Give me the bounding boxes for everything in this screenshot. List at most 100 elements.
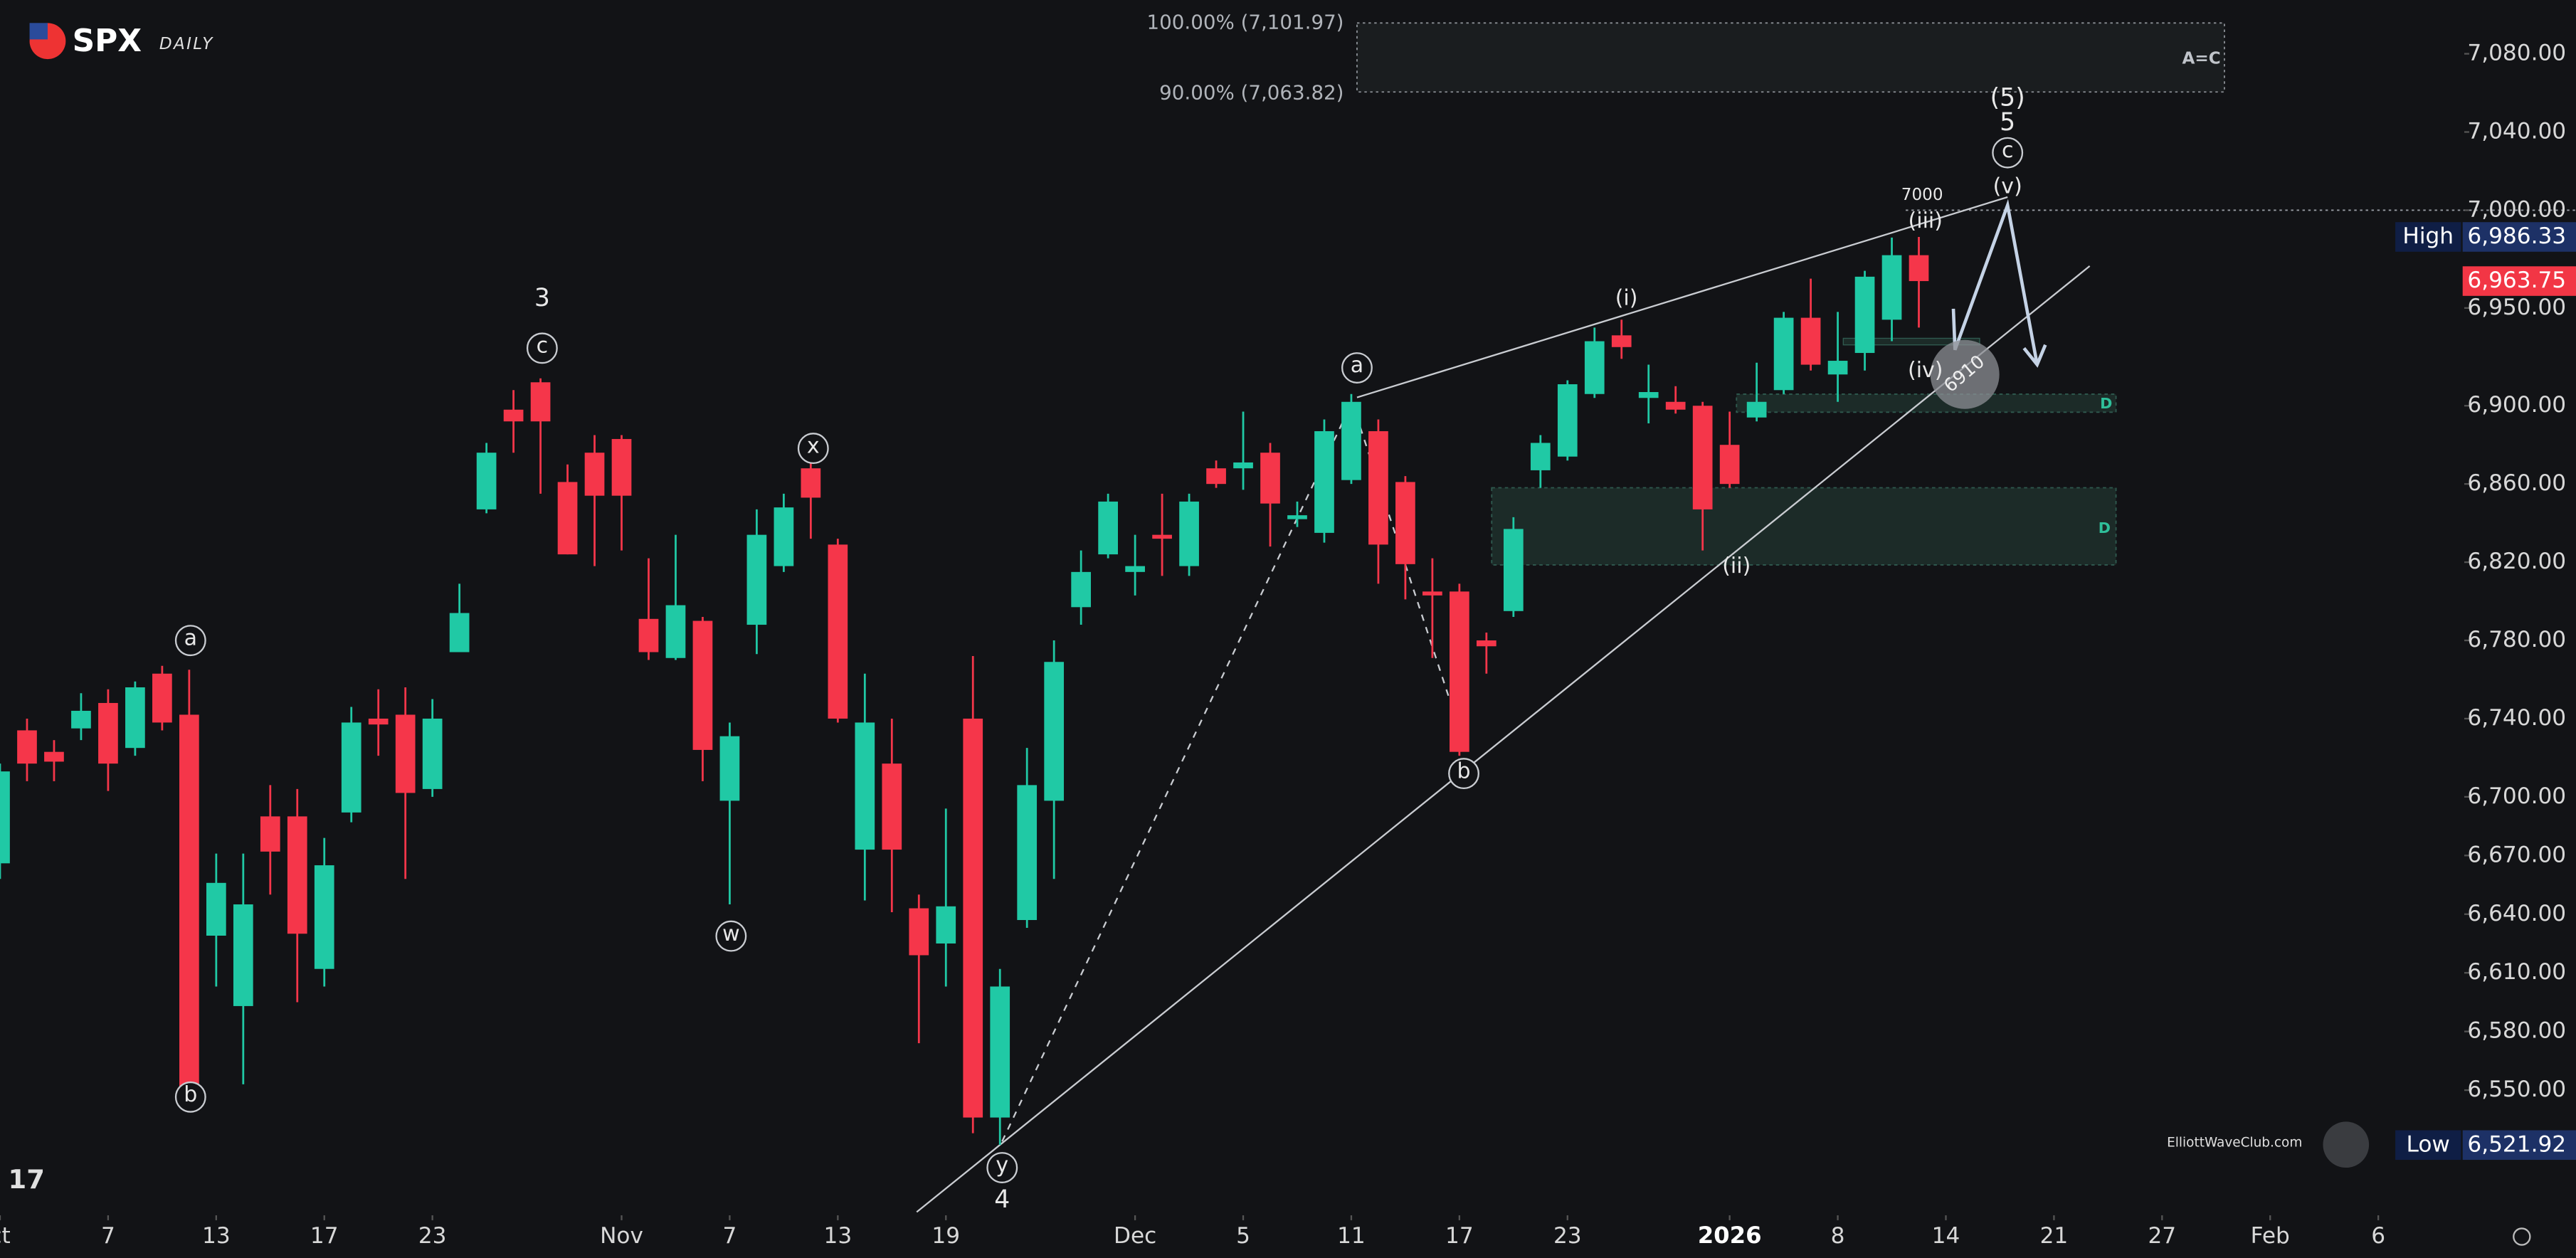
fib-label: 100.00% (7,101.97): [1147, 10, 1344, 33]
candle-body: [1422, 591, 1442, 596]
wave-label: 3: [534, 284, 550, 312]
y-tick-label: 7,000.00: [2467, 196, 2566, 222]
wave-line: [1001, 401, 1353, 1142]
wave-label: a: [184, 625, 197, 650]
arrow-head: [2022, 344, 2047, 368]
candle-body: [1125, 566, 1145, 572]
y-tick-label: 7,080.00: [2467, 41, 2566, 66]
watermark: ElliottWaveClub.com: [2167, 1135, 2302, 1150]
wave-circle: [715, 920, 747, 952]
wave-label: (v): [1993, 174, 2022, 199]
price-label-box: [2462, 1130, 2576, 1161]
fib-label: 90.00% (7,063.82): [1159, 81, 1344, 105]
candle-body: [368, 718, 389, 725]
y-tick-label: 6,670.00: [2467, 842, 2566, 867]
candle-body: [1665, 401, 1686, 410]
candle-body: [1233, 462, 1253, 469]
wave-circle: [1992, 137, 2024, 169]
candle-body: [557, 482, 578, 555]
price-label-value: 6,521.92: [2467, 1131, 2566, 1157]
candle-body: [1044, 662, 1065, 801]
x-tick-label: 7: [101, 1223, 115, 1249]
x-tick-label: 2026: [1698, 1222, 1762, 1249]
candle-body: [1260, 453, 1280, 504]
wave-label: c: [2002, 138, 2014, 163]
x-tick-label: 8: [1831, 1223, 1845, 1249]
wave-circle: [797, 433, 829, 465]
wave-circle: [1341, 352, 1373, 384]
candle-body: [1909, 255, 1929, 282]
candle-body: [1314, 430, 1334, 533]
candle-body: [1152, 534, 1172, 539]
candle-body: [1719, 445, 1740, 485]
candle-body: [638, 618, 659, 652]
zone: [1842, 337, 1980, 346]
demand-zone: [1491, 487, 2117, 566]
price-label-tag: [2395, 222, 2461, 252]
candle-body: [449, 613, 470, 652]
candle-body: [963, 718, 983, 1118]
wave-label: 4: [994, 1185, 1010, 1214]
candle-body: [17, 730, 37, 764]
wave-label: a: [1351, 353, 1363, 378]
candles: [0, 236, 1929, 1146]
candle-body: [314, 865, 334, 969]
candle-body: [98, 702, 118, 764]
candle-body: [936, 906, 956, 944]
x-tick-label: Nov: [600, 1223, 643, 1249]
candle-body: [1071, 571, 1092, 608]
candle-body: [44, 751, 64, 762]
trendline: [916, 265, 2091, 1213]
wave-label: x: [807, 433, 820, 458]
y-tick-label: 6,740.00: [2467, 705, 2566, 731]
zone-label: A=C: [2182, 50, 2221, 68]
candle-body: [855, 722, 875, 850]
settings-icon[interactable]: [2513, 1227, 2531, 1246]
flag-icon: [29, 23, 48, 40]
candle-body: [665, 605, 686, 658]
wave-label: (5): [1990, 83, 2025, 112]
x-tick-label: 17: [1445, 1223, 1474, 1249]
candle-body: [1692, 406, 1713, 509]
candle-body: [1827, 361, 1848, 375]
zone-label: D: [2099, 519, 2111, 536]
candle-body: [422, 718, 443, 789]
y-tick-label: 6,610.00: [2467, 959, 2566, 985]
x-tick-label: 5: [1236, 1223, 1250, 1249]
candle-body: [1530, 443, 1551, 470]
x-tick-label: 11: [1337, 1223, 1366, 1249]
y-tick-label: 7,040.00: [2467, 119, 2566, 144]
price-label-value: 6,963.75: [2467, 268, 2566, 293]
x-tick-label: 13: [202, 1223, 231, 1249]
candle-body: [206, 882, 226, 936]
candle-body: [1368, 430, 1388, 545]
candle-body: [1854, 276, 1875, 354]
y-tick-label: 6,780.00: [2467, 627, 2566, 652]
candle-body: [801, 468, 821, 498]
candle-body: [774, 507, 794, 566]
candle-body: [260, 816, 280, 852]
wave-label: (iv): [1908, 358, 1943, 383]
candle-body: [395, 714, 416, 793]
candle-body: [990, 986, 1010, 1118]
x-tick-label: 21: [2040, 1223, 2069, 1249]
logo: [2323, 1121, 2370, 1168]
price-label-tag: [2395, 1130, 2461, 1161]
wave-label: b: [184, 1082, 197, 1107]
candle-body: [882, 763, 902, 850]
x-tick-label: ct: [0, 1223, 11, 1249]
candle-body: [1476, 640, 1496, 647]
wave-circle: [1448, 758, 1479, 790]
wave-label: (iii): [1909, 208, 1943, 233]
y-tick-label: 6,700.00: [2467, 783, 2566, 809]
price-label-box: [2462, 266, 2576, 296]
x-tick-label: 23: [418, 1223, 447, 1249]
candle-body: [71, 710, 91, 729]
candle-body: [1503, 529, 1524, 611]
candle-body: [746, 534, 767, 625]
timeframe: DAILY: [159, 35, 214, 53]
projection: [1951, 199, 2039, 365]
candle-body: [503, 409, 524, 422]
